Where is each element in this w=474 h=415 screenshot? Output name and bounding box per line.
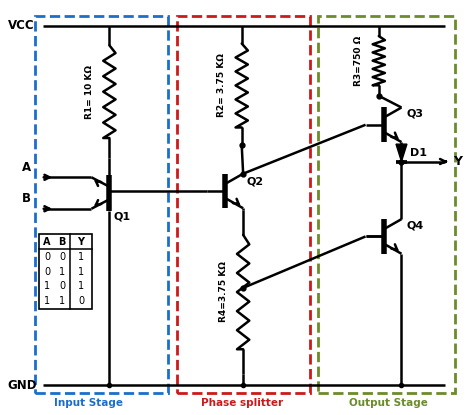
Text: 0: 0 bbox=[78, 296, 84, 306]
Text: Output Stage: Output Stage bbox=[349, 398, 428, 408]
Text: 1: 1 bbox=[59, 296, 65, 306]
Text: Q3: Q3 bbox=[406, 108, 423, 119]
Text: 1: 1 bbox=[44, 296, 50, 306]
Polygon shape bbox=[396, 144, 407, 161]
Text: 0: 0 bbox=[59, 252, 65, 262]
Text: 0: 0 bbox=[59, 281, 65, 291]
Text: R3=750 Ω: R3=750 Ω bbox=[355, 36, 364, 86]
Text: B: B bbox=[22, 193, 31, 205]
Text: R4=3.75 KΩ: R4=3.75 KΩ bbox=[219, 261, 228, 322]
Text: Y: Y bbox=[454, 155, 463, 168]
Text: Q4: Q4 bbox=[406, 220, 423, 230]
Text: Y: Y bbox=[78, 237, 84, 247]
Text: Phase splitter: Phase splitter bbox=[201, 398, 283, 408]
Text: D1: D1 bbox=[410, 148, 427, 158]
Text: R2= 3.75 KΩ: R2= 3.75 KΩ bbox=[218, 54, 227, 117]
Text: 1: 1 bbox=[78, 266, 84, 277]
Text: A: A bbox=[43, 237, 51, 247]
Text: VCC: VCC bbox=[8, 19, 35, 32]
Text: 1: 1 bbox=[78, 252, 84, 262]
Text: Q1: Q1 bbox=[113, 212, 130, 222]
Text: 0: 0 bbox=[44, 266, 50, 277]
Text: 1: 1 bbox=[78, 281, 84, 291]
Text: R1= 10 KΩ: R1= 10 KΩ bbox=[85, 65, 94, 119]
Text: B: B bbox=[58, 237, 66, 247]
Bar bbox=[39, 234, 92, 309]
Text: 1: 1 bbox=[44, 281, 50, 291]
Text: 0: 0 bbox=[44, 252, 50, 262]
Text: Input Stage: Input Stage bbox=[54, 398, 123, 408]
Text: Q2: Q2 bbox=[246, 177, 264, 187]
Text: A: A bbox=[22, 161, 31, 174]
Text: GND: GND bbox=[8, 379, 37, 392]
Text: 1: 1 bbox=[59, 266, 65, 277]
